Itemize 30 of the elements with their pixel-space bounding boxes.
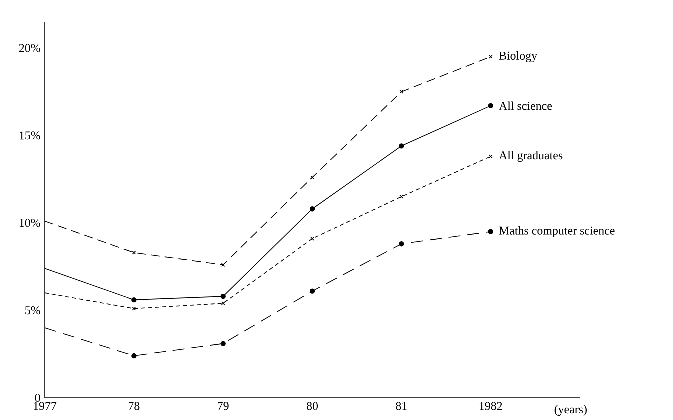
x-tick-label: 79 — [218, 402, 229, 410]
series-label: Biology — [499, 52, 538, 62]
y-tick-label: 20% — [19, 44, 40, 52]
point — [132, 306, 136, 311]
x-axis-title: (years) — [554, 405, 587, 416]
point — [488, 103, 494, 109]
x-tick-label: 1982 — [480, 402, 502, 410]
y-tick-label: 0 — [35, 394, 40, 402]
point — [310, 288, 316, 294]
y-tick-label: 15% — [20, 132, 40, 140]
point — [220, 341, 226, 346]
x-tick-label: 81 — [396, 402, 407, 410]
point — [310, 206, 316, 212]
y-tick-label: 5% — [26, 306, 40, 315]
x-tick-label: 1977 — [34, 402, 57, 410]
series-label: Maths computer science — [499, 226, 615, 238]
series-label: All science — [499, 102, 552, 110]
point — [399, 242, 404, 247]
point — [220, 294, 226, 300]
point — [132, 250, 136, 255]
x-tick-label: 78 — [128, 402, 140, 410]
point — [132, 353, 137, 359]
y-tick-label: 10% — [20, 219, 40, 228]
series-label: All graduates — [499, 151, 563, 162]
point — [399, 144, 404, 149]
point — [400, 194, 404, 199]
x-tick-label: 80 — [306, 402, 318, 410]
point — [488, 154, 493, 159]
point — [488, 229, 494, 234]
point — [132, 297, 137, 303]
